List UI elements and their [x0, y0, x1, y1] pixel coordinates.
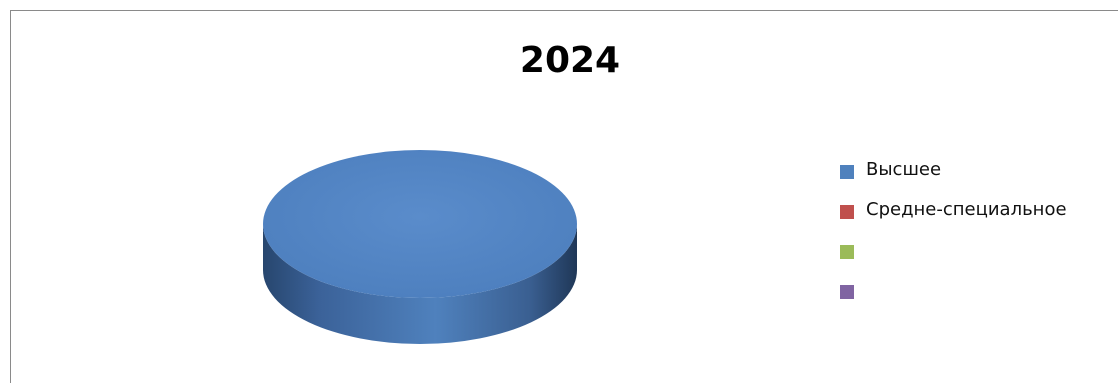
legend-label: Высшее — [866, 159, 942, 180]
chart-title: 2024 — [519, 40, 621, 81]
legend-swatch — [840, 205, 854, 219]
legend-swatch — [840, 165, 854, 179]
pie-slice — [263, 150, 577, 298]
legend-swatch — [840, 285, 854, 299]
legend-swatch — [840, 245, 854, 259]
pie-side — [263, 224, 577, 344]
legend-label: Средне-специальное — [866, 199, 1067, 220]
